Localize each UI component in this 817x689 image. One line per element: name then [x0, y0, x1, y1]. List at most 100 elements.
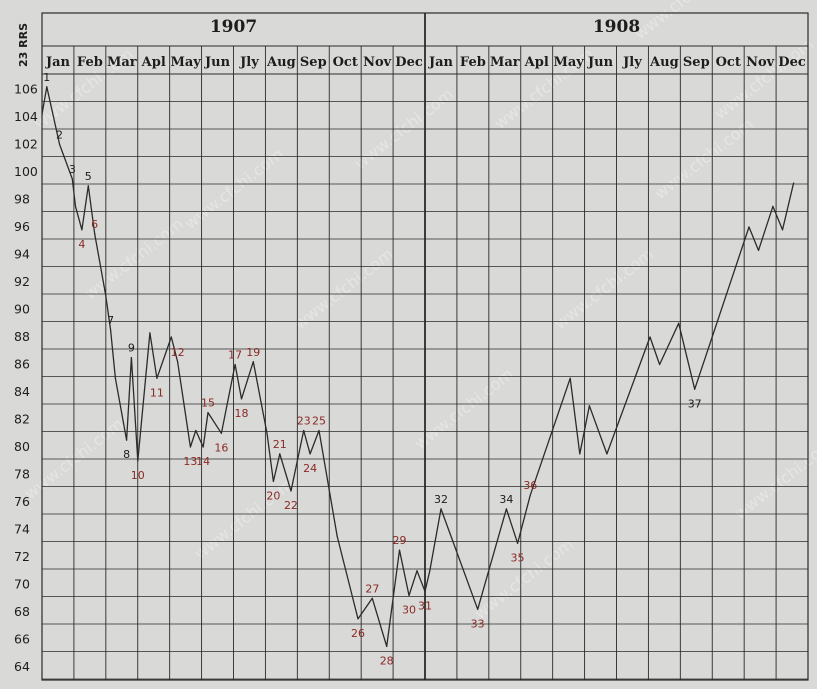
y-tick-label: 102: [14, 137, 38, 152]
price-line: [41, 86, 795, 648]
data-point: [477, 608, 479, 610]
point-label: 2: [56, 129, 63, 142]
month-label: Feb: [77, 55, 103, 70]
month-label: Aug: [649, 55, 679, 70]
y-tick-label: 88: [14, 329, 30, 344]
point-label: 9: [128, 342, 135, 355]
month-label: Nov: [746, 55, 775, 70]
y-tick-label: 72: [14, 549, 30, 564]
month-label: Jun: [587, 55, 614, 70]
month-label: Dec: [395, 55, 423, 70]
data-point: [529, 494, 531, 496]
point-label: 3: [69, 163, 76, 176]
point-label: 4: [78, 238, 85, 251]
point-label: 22: [284, 499, 298, 512]
month-label: Dec: [778, 55, 806, 70]
month-label: Apl: [141, 55, 166, 70]
data-point: [424, 590, 426, 592]
point-label: 25: [312, 415, 326, 428]
data-point: [694, 388, 696, 390]
data-point: [207, 412, 209, 414]
data-point: [240, 398, 243, 400]
data-point: [748, 226, 750, 228]
data-point: [195, 429, 197, 432]
month-label: Jun: [204, 55, 231, 70]
month-label: Jly: [622, 55, 642, 70]
y-tick-label: 78: [14, 467, 30, 482]
y-tick-label: 64: [14, 659, 30, 674]
y-tick-label: 104: [14, 109, 38, 124]
month-label: Mar: [490, 55, 520, 70]
point-label: 36: [523, 479, 537, 492]
data-point: [177, 361, 179, 363]
point-label: 30: [402, 604, 416, 617]
data-point: [87, 185, 89, 187]
y-tick-label: 82: [14, 412, 30, 427]
data-point: [110, 329, 112, 331]
point-label: 5: [85, 170, 92, 183]
y-tick-label: 86: [14, 357, 30, 372]
data-point: [386, 645, 388, 647]
point-label: 16: [214, 441, 228, 454]
y-tick-label: 90: [14, 302, 30, 317]
point-label: 17: [228, 349, 242, 362]
data-point: [149, 332, 151, 334]
y-tick-label: 96: [14, 219, 30, 234]
data-point: [272, 480, 274, 482]
data-point: [579, 453, 581, 455]
data-point: [516, 542, 519, 544]
y-tick-label: 84: [14, 384, 30, 399]
data-point: [94, 233, 96, 235]
y-tick-label: 100: [14, 164, 38, 179]
data-point: [234, 363, 236, 366]
month-label: Feb: [460, 55, 486, 70]
data-point: [440, 508, 442, 510]
point-label: 14: [196, 455, 210, 468]
data-point: [772, 205, 774, 207]
month-label: Jan: [45, 55, 71, 70]
point-label: 32: [434, 493, 448, 506]
point-label: 11: [150, 386, 164, 399]
month-label: Sep: [683, 55, 710, 70]
data-point: [606, 453, 608, 455]
data-point: [408, 594, 410, 597]
data-point: [357, 618, 359, 620]
data-point: [202, 446, 204, 448]
data-point: [429, 570, 431, 572]
data-point: [757, 249, 760, 251]
y-tick-label: 80: [14, 439, 30, 454]
y-axis-label: 23 RRS: [17, 23, 30, 67]
data-point: [649, 336, 651, 338]
month-label: Sep: [300, 55, 327, 70]
data-point: [125, 439, 128, 441]
month-label: Aug: [266, 55, 296, 70]
data-point: [266, 432, 268, 434]
point-label: 12: [171, 346, 185, 359]
data-point: [41, 113, 43, 115]
point-label: 23: [297, 415, 311, 428]
month-label: Mar: [107, 55, 137, 70]
data-point: [170, 336, 172, 338]
data-point: [309, 453, 311, 455]
point-label: 19: [246, 346, 260, 359]
point-label: 10: [131, 469, 145, 482]
y-tick-label: 106: [14, 82, 38, 97]
month-label: May: [553, 55, 584, 70]
data-point: [252, 361, 254, 363]
y-tick-label: 68: [14, 604, 30, 619]
data-point: [678, 322, 680, 324]
point-label: 15: [201, 397, 215, 410]
month-label: May: [170, 55, 201, 70]
y-tick-label: 76: [14, 494, 30, 509]
data-point: [279, 453, 281, 455]
data-point: [137, 460, 139, 462]
y-tick-label: 92: [14, 274, 30, 289]
point-label: 33: [471, 617, 485, 630]
y-tick-label: 70: [14, 577, 30, 592]
year-header: 1907: [210, 17, 257, 37]
data-point: [793, 182, 795, 184]
data-point: [416, 570, 418, 572]
data-point: [114, 377, 117, 379]
